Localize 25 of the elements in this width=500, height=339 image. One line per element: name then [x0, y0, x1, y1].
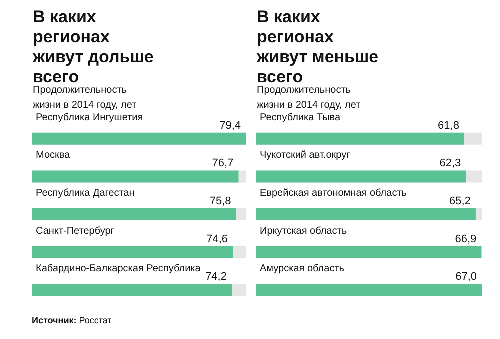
- chart-subtitle: Продолжительность жизни в 2014 году, лет: [257, 85, 362, 111]
- text: Источник: Росстат: [32, 316, 112, 326]
- y-tick-label: Республика Дагестан: [36, 188, 135, 199]
- y-tick-label: Еврейская автономная область: [260, 188, 407, 199]
- data-label: 76,7: [212, 158, 234, 170]
- data-label: 79,4: [220, 120, 241, 132]
- y-tick-label: Санкт-Петербург: [36, 226, 115, 237]
- y-tick-label: Кабардино-Балкарская Республика: [36, 264, 202, 275]
- y-tick-label: Иркутская область: [260, 226, 348, 237]
- chart-title: В каких регионах живут меньше всего: [256, 8, 384, 86]
- data-label: 65,2: [450, 196, 471, 208]
- y-tick-label: Республика Тыва: [260, 112, 342, 124]
- chart-title: В каких регионах живут дольше всего: [32, 8, 159, 86]
- y-tick-label: Амурская область: [260, 264, 344, 275]
- data-label: 61,8: [438, 120, 460, 132]
- data-label: 66,9: [455, 233, 477, 246]
- chart-subtitle: Продолжительность жизни в 2014 году, лет: [33, 85, 138, 111]
- data-label: 74,6: [206, 233, 228, 246]
- data-label: 62,3: [440, 158, 462, 170]
- y-tick-label: Москва: [36, 150, 71, 162]
- y-tick-label: Чукотский авт.округ: [260, 150, 351, 162]
- y-tick-label: Республика Ингушетия: [36, 112, 144, 124]
- data-label: 74,2: [206, 271, 227, 284]
- data-label: 75,8: [210, 196, 232, 208]
- data-label: 67,0: [456, 271, 477, 284]
